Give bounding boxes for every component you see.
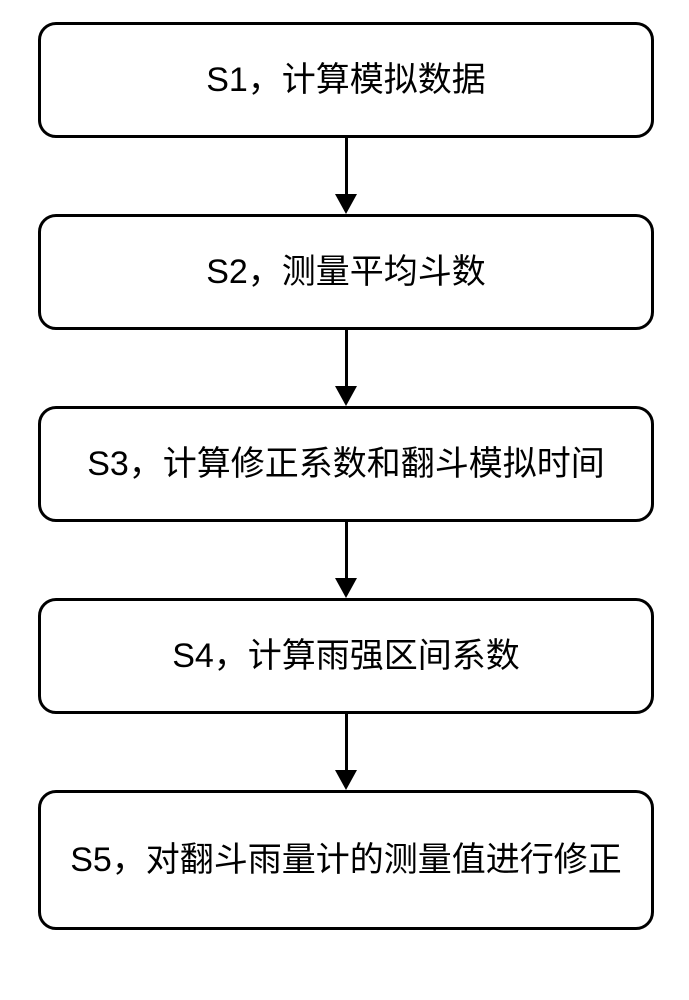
flowchart-node-s3: S3，计算修正系数和翻斗模拟时间 — [38, 406, 654, 522]
arrow-shaft — [345, 138, 348, 194]
node-label: S2，测量平均斗数 — [206, 250, 486, 294]
flowchart-container: S1，计算模拟数据 S2，测量平均斗数 S3，计算修正系数和翻斗模拟时间 S4，计算雨… — [36, 22, 656, 930]
node-label: S4，计算雨强区间系数 — [172, 634, 520, 678]
node-label: S1，计算模拟数据 — [206, 58, 486, 102]
arrow-head-icon — [335, 386, 357, 406]
node-label: S5，对翻斗雨量计的测量值进行修正 — [70, 838, 622, 882]
flowchart-arrow-s2-s3 — [335, 330, 357, 406]
flowchart-node-s1: S1，计算模拟数据 — [38, 22, 654, 138]
flowchart-arrow-s1-s2 — [335, 138, 357, 214]
flowchart-node-s2: S2，测量平均斗数 — [38, 214, 654, 330]
flowchart-node-s5: S5，对翻斗雨量计的测量值进行修正 — [38, 790, 654, 930]
arrow-head-icon — [335, 770, 357, 790]
arrow-head-icon — [335, 578, 357, 598]
arrow-shaft — [345, 714, 348, 770]
arrow-head-icon — [335, 194, 357, 214]
arrow-shaft — [345, 522, 348, 578]
node-label: S3，计算修正系数和翻斗模拟时间 — [87, 442, 605, 486]
flowchart-arrow-s4-s5 — [335, 714, 357, 790]
flowchart-node-s4: S4，计算雨强区间系数 — [38, 598, 654, 714]
flowchart-arrow-s3-s4 — [335, 522, 357, 598]
arrow-shaft — [345, 330, 348, 386]
